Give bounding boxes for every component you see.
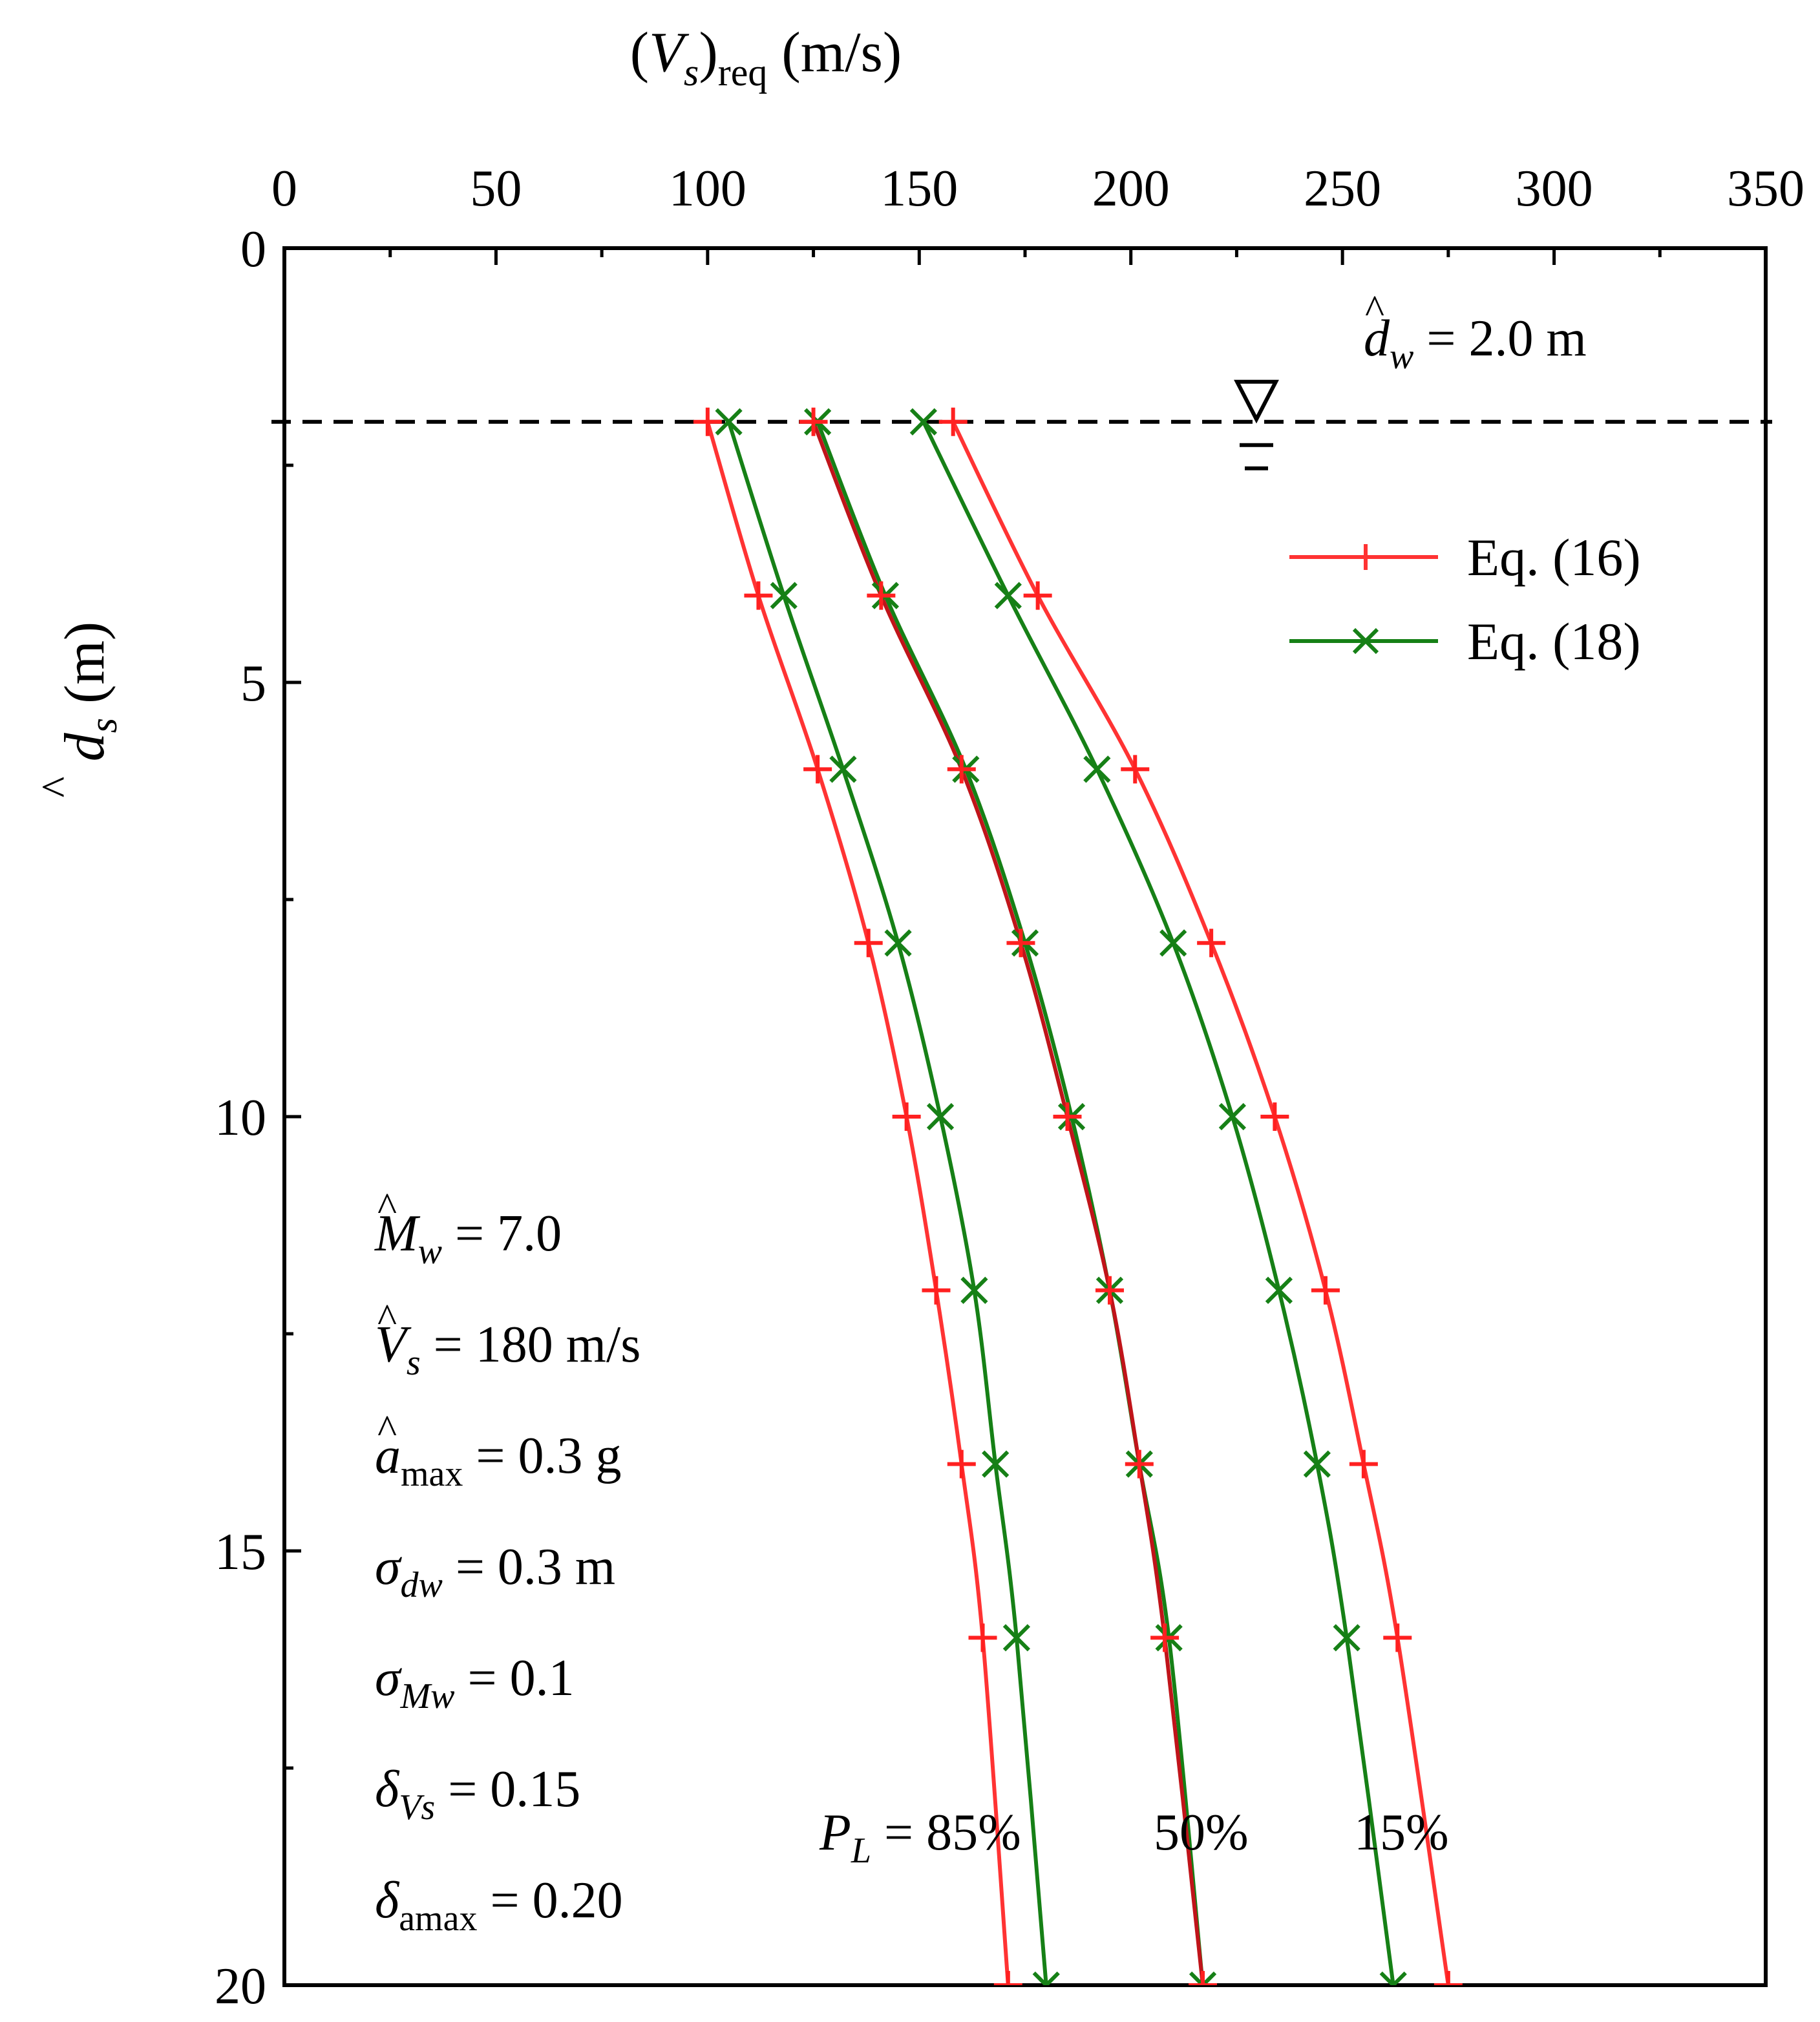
legend-marker-eq18 — [1352, 627, 1379, 655]
parameter-4: σMw = 0.1 — [375, 1650, 575, 1716]
data-point-x — [1265, 1276, 1293, 1304]
data-point-plus — [892, 1102, 921, 1131]
x-tick-label: 350 — [1727, 160, 1804, 217]
legend-label-eq16: Eq. (16) — [1467, 528, 1641, 587]
pl-label-85: PL = 85% — [819, 1804, 1021, 1871]
svg-text:ds (m): ds (m) — [54, 622, 125, 761]
series-markers — [799, 407, 1218, 1985]
data-point-plus — [867, 581, 896, 610]
probability-labels: PL = 85% 50% 15% — [819, 1804, 1449, 1871]
parameter-3: σdw = 0.3 m — [375, 1539, 615, 1605]
data-point-plus — [1383, 1623, 1412, 1652]
data-point-plus — [1311, 1276, 1340, 1305]
data-point-plus — [1197, 929, 1226, 958]
data-point-x — [1303, 1450, 1331, 1478]
data-point-plus — [922, 1276, 951, 1305]
data-point-x — [1218, 1102, 1247, 1131]
parameter-hat: ^ — [377, 1184, 397, 1230]
data-point-plus — [968, 1623, 997, 1652]
y-tick-label: 0 — [240, 221, 266, 278]
legend: Eq. (16) Eq. (18) — [1289, 528, 1641, 671]
data-point-plus — [938, 407, 968, 436]
data-point-plus — [693, 407, 722, 436]
parameter-6: δamax = 0.20 — [375, 1872, 623, 1939]
data-point-x — [829, 755, 857, 783]
parameter-0: Mw = 7.0 — [374, 1205, 562, 1272]
legend-marker-eq16 — [1353, 544, 1379, 570]
data-point-plus — [1189, 1971, 1218, 1985]
data-point-x — [994, 582, 1022, 609]
water-table-label-hat: ^ — [1365, 286, 1384, 332]
data-point-plus — [1434, 1971, 1463, 1985]
data-point-x — [926, 1102, 955, 1131]
x-tick-label: 300 — [1516, 160, 1593, 217]
data-point-x — [1083, 755, 1111, 783]
data-point-x — [715, 408, 743, 436]
parameter-1: Vs = 180 m/s — [375, 1316, 640, 1383]
x-tick-label: 50 — [470, 160, 522, 217]
axis-ticks: 0 50 100 150 200 250 300 350 0 5 10 15 20 — [215, 160, 1804, 2015]
data-point-plus — [1053, 1102, 1082, 1131]
pl-label-15: 15% — [1354, 1804, 1449, 1861]
water-table-triangle-icon — [1234, 379, 1279, 424]
data-point-x — [1379, 1971, 1407, 1985]
series-markers — [938, 407, 1463, 1985]
data-point-plus — [1121, 755, 1150, 784]
data-point-x — [1032, 1971, 1060, 1985]
parameter-2: amax = 0.3 g — [375, 1427, 622, 1494]
y-axis-title-hat: ^ — [33, 777, 83, 798]
y-tick-label: 20 — [215, 1958, 266, 2015]
parameter-hat: ^ — [377, 1295, 397, 1341]
data-point-plus — [803, 755, 832, 784]
data-point-x — [770, 582, 798, 609]
x-tick-label: 200 — [1092, 160, 1170, 217]
x-tick-label: 150 — [880, 160, 958, 217]
water-table-label: dw = 2.0 m — [1364, 310, 1587, 377]
series-markers — [715, 408, 1060, 1985]
data-point-x — [982, 1450, 1010, 1478]
series-markers — [909, 408, 1407, 1985]
data-point-x — [884, 929, 912, 957]
parameter-5: δVs = 0.15 — [375, 1761, 580, 1827]
x-tick-label: 100 — [669, 160, 746, 217]
parameter-hat: ^ — [377, 1406, 397, 1452]
y-tick-label: 5 — [240, 655, 266, 712]
data-point-plus — [1150, 1623, 1180, 1652]
series-layer — [693, 407, 1463, 1985]
data-point-x — [1189, 1971, 1217, 1985]
data-point-plus — [947, 1449, 976, 1479]
data-point-plus — [947, 755, 976, 784]
data-point-plus — [1349, 1449, 1378, 1479]
water-table: dw = 2.0 m ^ — [271, 286, 1772, 470]
y-tick-label: 15 — [215, 1524, 266, 1581]
x-tick-label: 0 — [271, 160, 297, 217]
data-point-plus — [1095, 1276, 1124, 1305]
data-point-x — [1159, 929, 1187, 957]
y-axis-title: ds (m) ^ — [33, 622, 125, 798]
legend-label-eq18: Eq. (18) — [1467, 612, 1641, 671]
data-point-plus — [993, 1971, 1022, 1985]
data-point-plus — [1006, 929, 1035, 958]
data-point-plus — [854, 929, 883, 958]
data-point-plus — [1260, 1102, 1289, 1131]
y-tick-label: 10 — [215, 1090, 266, 1146]
data-point-plus — [1125, 1449, 1154, 1479]
data-point-x — [909, 408, 937, 436]
data-point-plus — [1023, 581, 1052, 610]
x-tick-label: 250 — [1304, 160, 1381, 217]
data-point-plus — [799, 407, 828, 436]
series-markers — [693, 407, 1022, 1985]
data-point-x — [1333, 1624, 1360, 1652]
pl-label-50: 50% — [1154, 1804, 1249, 1861]
parameter-annotations: Mw = 7.0^Vs = 180 m/s^amax = 0.3 g^σdw =… — [374, 1184, 640, 1939]
data-point-x — [1002, 1624, 1031, 1652]
data-point-plus — [744, 581, 773, 610]
data-point-x — [960, 1276, 988, 1304]
